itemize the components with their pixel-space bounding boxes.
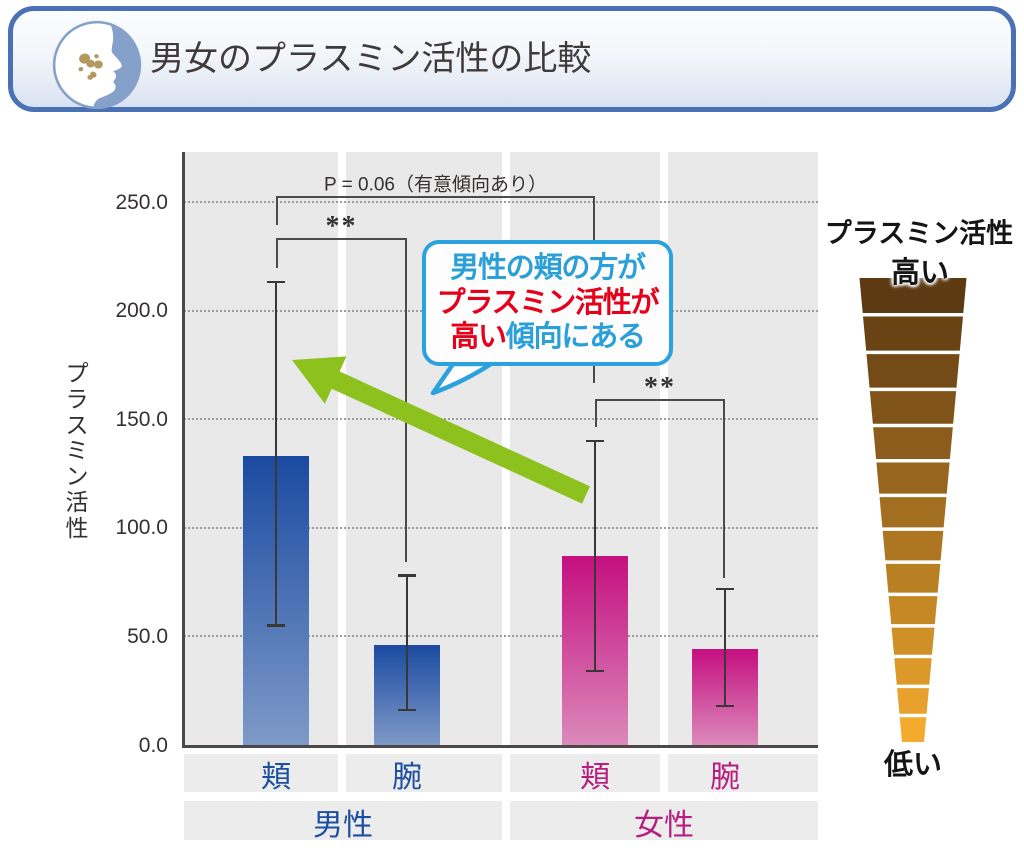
callout-text-line: 男性の頬の方が [450,252,646,285]
funnel-gradient-icon [859,278,967,742]
x-axis-line [182,745,818,748]
y-axis-title: プラスミン活性 [65,360,89,541]
funnel-segment [882,530,944,561]
error-bar-cap-bottom [716,704,734,707]
error-bar-cap-top [716,587,734,590]
y-tick-label: 50.0 [127,624,168,648]
error-bar-cap-bottom [267,624,285,627]
gridline [184,526,818,529]
funnel-segment [891,627,935,655]
header-banner: 男女のプラスミン活性の比較 [8,6,1016,112]
significance-bracket-drop [723,399,725,578]
funnel-high-label: 高い [890,257,950,289]
error-bar-line [723,588,727,706]
group-label-band [510,801,818,840]
significance-bracket [276,196,595,198]
error-bar-line [405,575,409,711]
funnel-segment [894,658,932,685]
funnel-segment [888,596,938,625]
error-bar-cap-bottom [586,670,604,673]
y-tick-label: 200.0 [115,299,168,323]
significance-bracket [595,399,725,401]
error-bar-cap-bottom [398,709,416,712]
callout-text-line: 高い傾向にある [450,321,646,354]
site-label: 頬 [580,761,610,794]
funnel-segment [873,427,953,460]
error-bar-cap-top [398,574,416,577]
funnel-segment [859,278,967,313]
site-label-band [346,754,502,792]
site-label-band [510,754,660,792]
y-tick-label: 250.0 [115,190,168,214]
column-separator [660,152,668,745]
funnel-segment [876,462,950,494]
significance-label: ** [325,211,358,242]
funnel-segment [879,497,947,528]
funnel-title: プラスミン活性 [824,218,1014,249]
error-bar-cap-top [267,281,285,284]
y-tick-label: 100.0 [115,516,168,540]
funnel-segment [899,717,927,742]
funnel-segment [897,688,929,714]
error-bar-cap-top [586,439,604,442]
significance-bracket-drop [595,399,597,427]
significance-bracket-drop [276,196,278,225]
significance-bracket-drop [276,238,278,268]
site-label-band [184,754,338,792]
group-label-band [184,801,502,840]
gridline [184,201,818,203]
site-label-band [668,754,818,792]
significance-label: P = 0.06（有意傾向あり） [324,174,547,196]
significance-bracket [276,238,407,240]
gridline [184,635,818,638]
funnel-segment [869,391,957,424]
site-label: 腕 [392,761,422,794]
site-label: 頬 [261,761,291,794]
error-bar-line [274,282,278,626]
funnel-segment [863,316,963,351]
group-label: 男性 [313,808,373,842]
significance-bracket-drop [405,238,407,562]
y-axis-line [182,152,185,747]
group-label: 女性 [634,808,694,842]
callout-text-line: プラスミン活性が [436,286,660,319]
face-profile-with-spots-icon [52,20,142,110]
y-tick-label: 150.0 [115,407,168,431]
funnel-low-label: 低い [883,749,943,781]
significance-label: ** [644,372,676,403]
funnel-segment [866,354,960,388]
error-bar-line [593,440,597,672]
site-label: 腕 [710,761,740,794]
callout-bubble: 男性の頬の方が プラスミン活性が 高い傾向にある [422,240,673,366]
y-tick-label: 0.0 [138,733,168,757]
funnel-segment [885,563,941,593]
page-title: 男女のプラスミン活性の比較 [150,40,592,78]
